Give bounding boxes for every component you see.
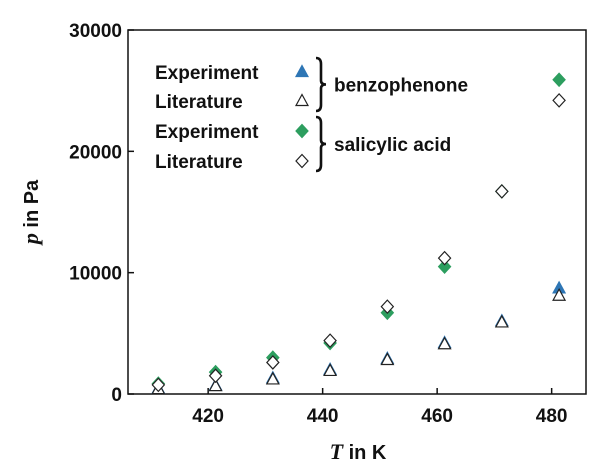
plot-border <box>127 29 587 395</box>
legend-group: Experiment Literature salicylic acid <box>155 115 451 173</box>
series-benzophenone-literature <box>151 287 567 395</box>
x-axis-variable: T <box>330 439 345 464</box>
data-point <box>380 299 395 315</box>
series-salicylic-acid-experiment <box>151 72 566 392</box>
data-point <box>494 314 509 328</box>
series-salicylic-acid-literature <box>151 92 566 393</box>
y-tick-label: 30000 <box>69 21 122 42</box>
y-axis-variable: p <box>18 233 43 246</box>
legend-entry-label: Experiment <box>155 63 259 84</box>
data-point <box>437 250 452 266</box>
x-axis-label: T in K <box>330 439 387 464</box>
legend: ExperimentLiteraturebenzophenoneExperime… <box>155 56 468 173</box>
legend-entry-label: Experiment <box>155 122 259 143</box>
y-tick-label: 0 <box>111 385 122 406</box>
data-point <box>437 259 452 274</box>
data-point <box>208 378 223 392</box>
legend-marker <box>295 123 309 139</box>
x-tick-label: 440 <box>307 406 339 427</box>
data-point <box>552 287 567 301</box>
data-point <box>323 333 337 348</box>
data-point <box>323 363 338 377</box>
legend-entry-label: Literature <box>155 92 243 113</box>
data-point <box>265 371 280 385</box>
data-point <box>552 92 566 108</box>
x-tick-label: 460 <box>421 406 453 427</box>
data-point <box>495 183 509 199</box>
legend-group-label: salicylic acid <box>334 135 451 156</box>
legend-brace <box>315 56 327 113</box>
y-tick-label: 20000 <box>69 142 122 163</box>
data-point <box>151 377 166 393</box>
legend-marker <box>294 93 310 107</box>
y-axis-unit: in Pa <box>21 179 43 233</box>
legend-brace <box>315 115 327 173</box>
legend-entry-label: Literature <box>155 152 243 173</box>
legend-marker <box>294 64 310 78</box>
legend-marker <box>295 153 309 169</box>
plot-frame <box>127 29 587 395</box>
y-axis-label: p in Pa <box>18 179 43 246</box>
legend-group: Experiment Literature benzophenone <box>155 56 468 113</box>
data-point <box>552 72 566 88</box>
data-point <box>266 355 280 370</box>
x-tick-label: 480 <box>536 406 568 427</box>
x-axis-unit: in K <box>343 442 387 464</box>
data-point <box>380 352 395 366</box>
data-markers <box>151 72 567 395</box>
axis-ticks: 420 440 460 480 0 10000 20000 30000 <box>69 21 567 427</box>
y-tick-label: 10000 <box>69 264 122 285</box>
data-point <box>437 336 452 350</box>
x-tick-label: 420 <box>192 406 224 427</box>
data-point <box>208 368 223 384</box>
legend-group-label: benzophenone <box>334 76 468 97</box>
